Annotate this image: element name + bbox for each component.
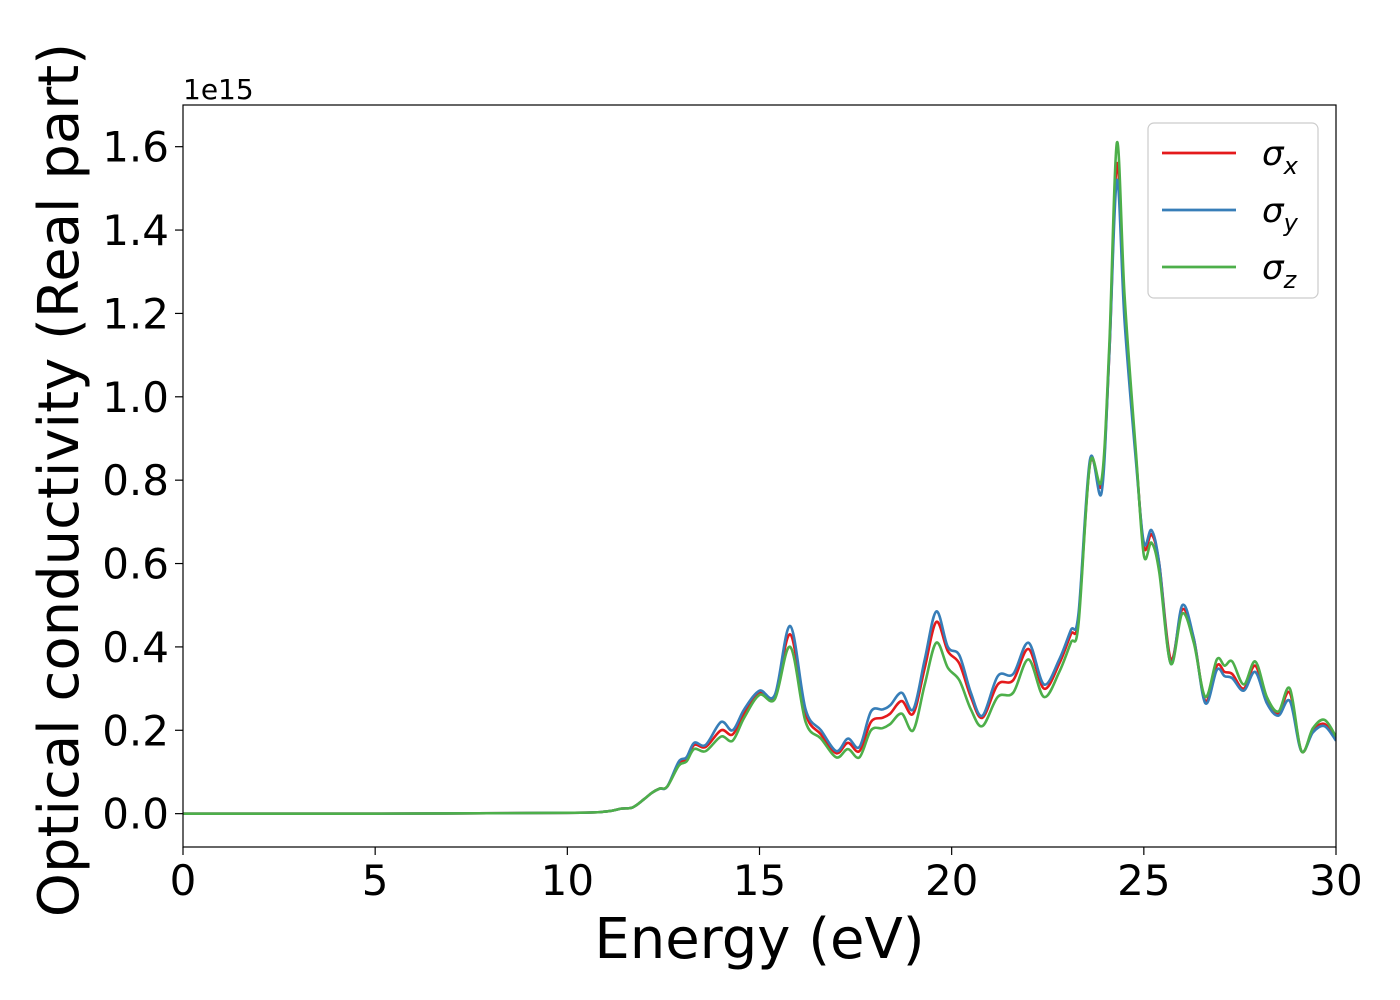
y-tick-label: 0.4 — [102, 623, 169, 672]
y-axis: 0.0 0.2 0.4 0.6 0.8 1.0 1.2 1.4 1.6 — [102, 123, 183, 839]
x-axis-label: Energy (eV) — [594, 907, 924, 972]
legend-label-x: σx — [1262, 134, 1299, 180]
y-offset-label: 1e15 — [183, 73, 254, 106]
legend-label-z: σz — [1262, 248, 1298, 294]
y-tick-label: 1.4 — [102, 206, 169, 255]
y-tick-label: 1.0 — [102, 373, 169, 422]
y-tick-label: 1.2 — [102, 289, 169, 338]
x-tick-label: 0 — [170, 856, 197, 905]
series-line-y — [183, 178, 1336, 816]
y-tick-label: 0.0 — [102, 790, 169, 839]
series-line-z — [183, 141, 1336, 816]
legend: σx σy σz — [1147, 122, 1319, 299]
y-tick-label: 0.8 — [102, 456, 169, 505]
y-axis-label: Optical conductivity (Real part) — [27, 43, 92, 917]
x-tick-label: 10 — [541, 856, 594, 905]
y-tick-label: 0.6 — [102, 540, 169, 589]
x-axis: 0 5 10 15 20 25 30 — [170, 847, 1363, 905]
x-tick-label: 15 — [733, 856, 786, 905]
y-tick-label: 1.6 — [102, 123, 169, 172]
series-lines — [183, 141, 1336, 816]
legend-label-y: σy — [1262, 191, 1299, 237]
x-tick-label: 5 — [362, 856, 389, 905]
y-tick-label: 0.2 — [102, 706, 169, 755]
x-tick-label: 30 — [1309, 856, 1362, 905]
x-tick-label: 25 — [1117, 856, 1170, 905]
x-tick-label: 20 — [925, 856, 978, 905]
